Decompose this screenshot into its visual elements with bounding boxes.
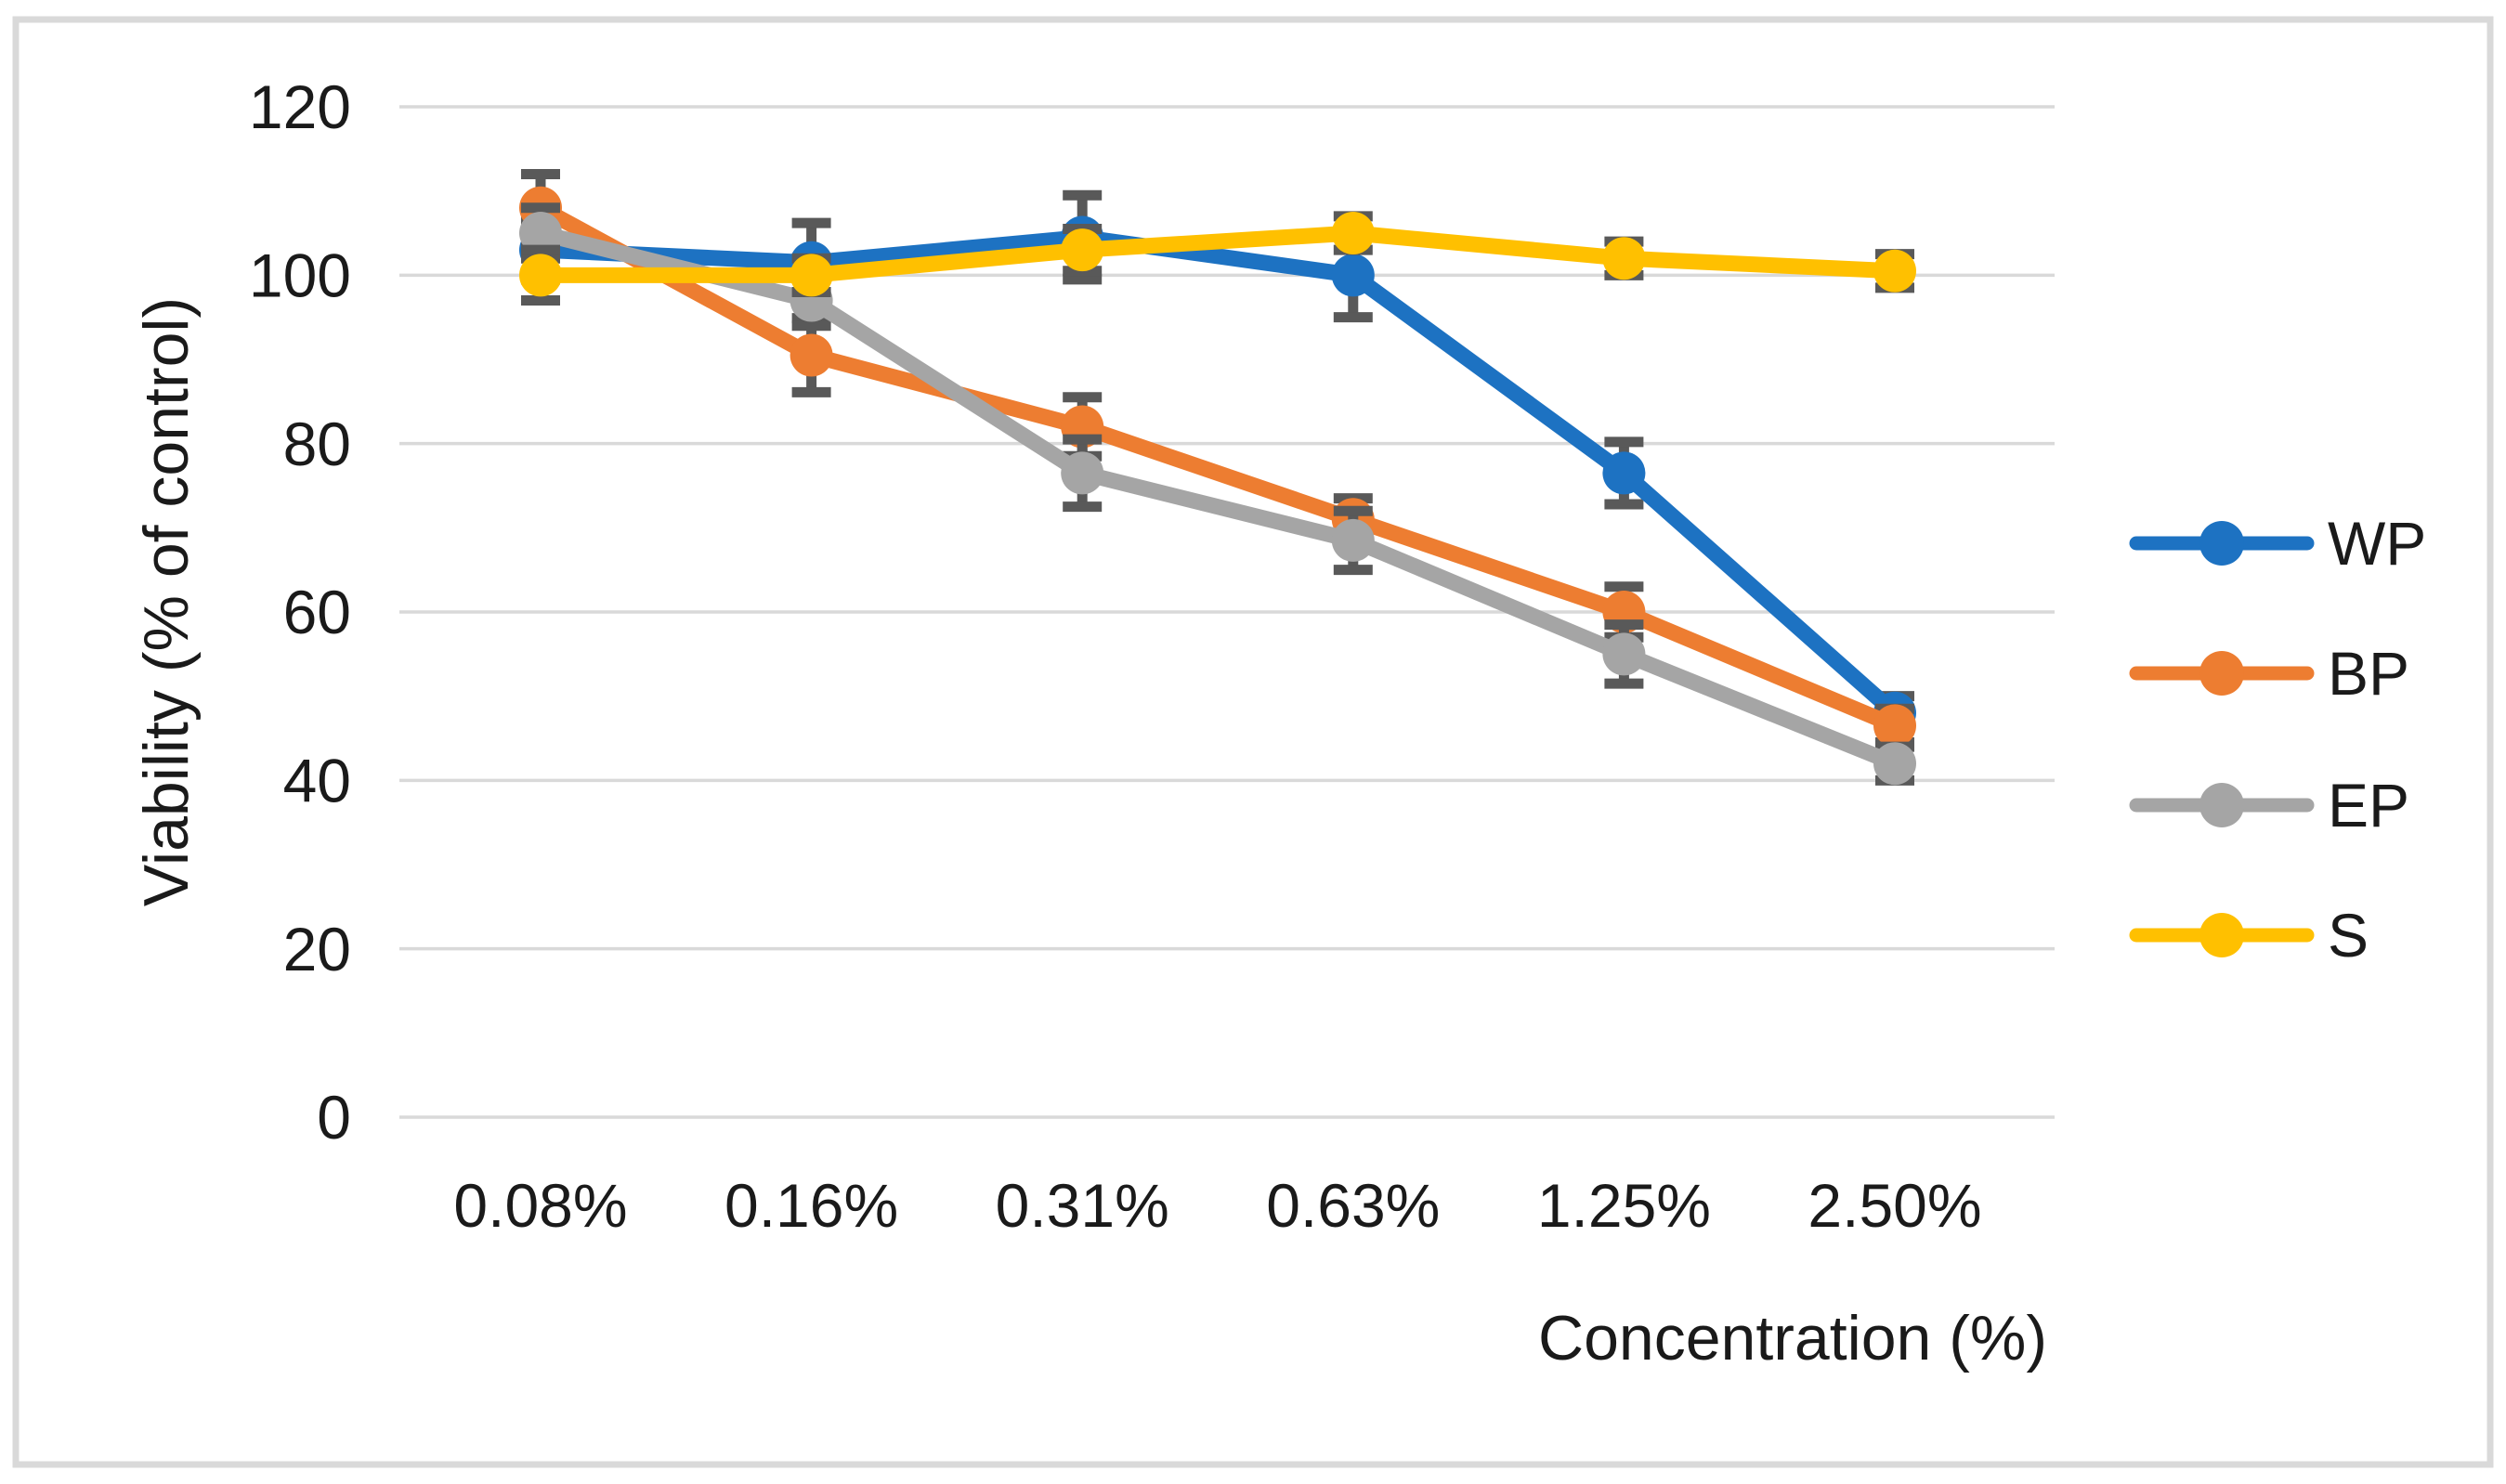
- marker-BP-5: [1873, 704, 1916, 748]
- marker-S-1: [790, 254, 833, 297]
- x-tick-label-0: 0.08%: [453, 1171, 627, 1240]
- series-line-EP: [532, 225, 1903, 772]
- legend-item-EP: EP: [2129, 771, 2409, 840]
- legend-item-BP: BP: [2129, 639, 2409, 708]
- marker-BP-1: [790, 333, 833, 377]
- y-tick-label-20: 20: [283, 915, 351, 983]
- x-tick-label-1: 0.16%: [724, 1171, 898, 1240]
- legend-marker-S: [2199, 913, 2244, 957]
- x-tick-label-3: 0.63%: [1266, 1171, 1440, 1240]
- legend-label-S: S: [2328, 901, 2369, 970]
- figure-border: [12, 16, 2494, 1468]
- marker-WP-4: [1602, 451, 1646, 495]
- series-line-BP: [532, 200, 1903, 734]
- marker-S-5: [1873, 249, 1916, 293]
- legend-label-BP: BP: [2328, 639, 2409, 708]
- marker-EP-4: [1602, 632, 1646, 676]
- y-tick-label-40: 40: [283, 746, 351, 814]
- marker-EP-5: [1873, 742, 1916, 786]
- legend-item-S: S: [2129, 901, 2369, 970]
- marker-EP-3: [1331, 518, 1375, 562]
- marker-EP-2: [1061, 451, 1104, 495]
- x-axis-title: Concentration (%): [1538, 1303, 2047, 1373]
- y-tick-label-80: 80: [283, 410, 351, 478]
- x-tick-label-5: 2.50%: [1808, 1171, 1981, 1240]
- y-tick-label-0: 0: [317, 1083, 351, 1152]
- y-tick-label-100: 100: [249, 241, 351, 309]
- series-line-WP: [532, 229, 1903, 722]
- y-tick-label-60: 60: [283, 578, 351, 646]
- series-line-S: [532, 225, 1903, 283]
- legend-marker-BP: [2199, 651, 2244, 696]
- y-axis-title: Viability (% of control): [131, 297, 202, 906]
- marker-S-3: [1331, 211, 1375, 254]
- legend-label-WP: WP: [2328, 509, 2426, 578]
- marker-S-0: [519, 254, 562, 297]
- x-tick-label-2: 0.31%: [996, 1171, 1169, 1240]
- marker-S-2: [1061, 228, 1104, 272]
- x-tick-label-4: 1.25%: [1537, 1171, 1711, 1240]
- legend-marker-WP: [2199, 521, 2244, 566]
- legend-item-WP: WP: [2129, 509, 2426, 578]
- marker-EP-0: [519, 211, 562, 254]
- y-tick-label-120: 120: [249, 72, 351, 141]
- legend-label-EP: EP: [2328, 771, 2409, 840]
- marker-S-4: [1602, 237, 1646, 280]
- marker-WP-3: [1331, 254, 1375, 297]
- legend-marker-EP: [2199, 783, 2244, 827]
